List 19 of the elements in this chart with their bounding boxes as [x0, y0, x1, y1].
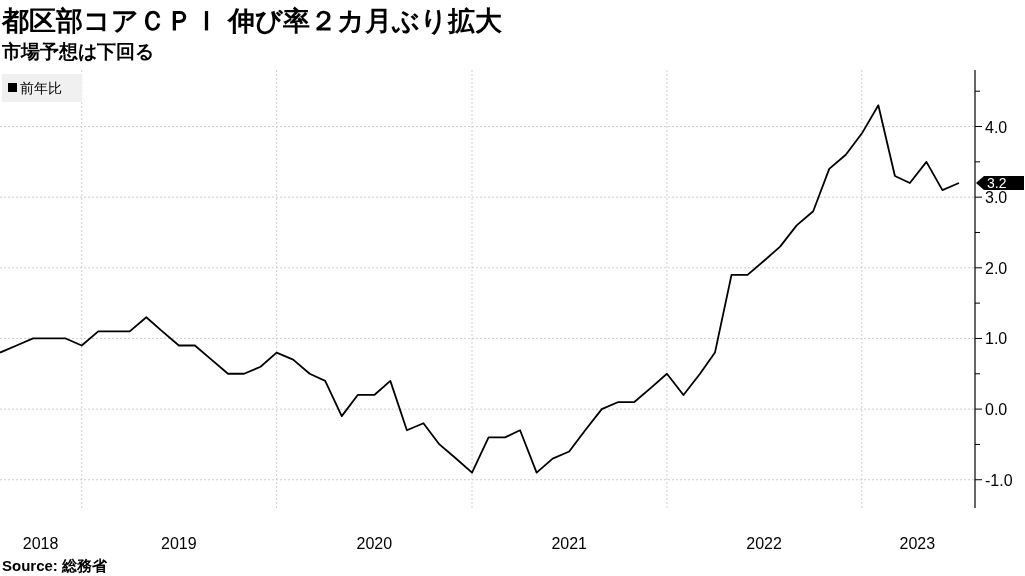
x-tick-label: 2018	[22, 535, 59, 552]
y-tick-label: 1.0	[985, 330, 1008, 348]
y-tick-label: 2.0	[985, 259, 1008, 277]
line-series	[0, 104, 960, 474]
x-tick-label: 2023	[899, 535, 936, 552]
chart-title: 都区部コアＣＰＩ 伸び率２カ月ぶり拡大	[1, 6, 503, 36]
y-tick-label: 3.0	[985, 189, 1008, 207]
x-tick-label: 2020	[356, 535, 393, 552]
annotation: 3.2	[987, 175, 1007, 192]
legend-label: 前年比	[20, 80, 62, 96]
y-tick-label: 0.0	[985, 401, 1008, 419]
source-note: Source: 総務省	[2, 557, 109, 574]
y-tick-label: 4.0	[985, 118, 1008, 136]
x-tick-label: 2022	[746, 535, 782, 552]
legend: 前年比	[2, 74, 82, 102]
x-tick-label: 2019	[161, 535, 197, 552]
x-tick-label: 2021	[551, 535, 588, 552]
chart-subtitle: 市場予想は下回る	[1, 41, 154, 62]
y-tick-label: -1.0	[985, 471, 1013, 489]
